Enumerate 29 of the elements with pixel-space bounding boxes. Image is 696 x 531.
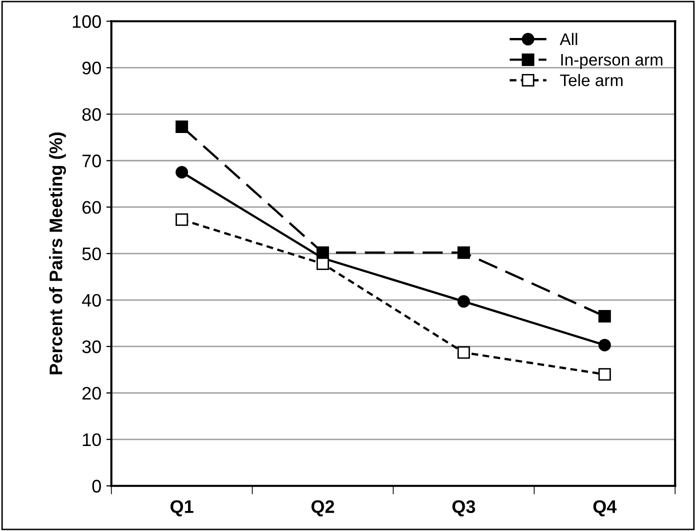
point bbox=[598, 338, 611, 352]
y-tick-label: 70 bbox=[82, 154, 101, 168]
legend-label: In-person arm bbox=[561, 54, 662, 69]
legend-label: All bbox=[560, 32, 578, 45]
y-tick-label: 40 bbox=[82, 294, 101, 307]
y-tick-label: 80 bbox=[82, 108, 101, 121]
point bbox=[457, 346, 470, 359]
y-tick-label: 50 bbox=[82, 247, 101, 260]
x-tick-label: Q1 bbox=[170, 500, 194, 516]
y-tick-label: 20 bbox=[82, 386, 101, 400]
y-tick-label: 100 bbox=[72, 15, 101, 28]
x-tick-label: Q2 bbox=[311, 500, 334, 516]
point bbox=[176, 213, 188, 226]
legend-label: Tele arm bbox=[560, 74, 623, 86]
y-tick-label: 90 bbox=[82, 62, 101, 74]
y-tick-label: 30 bbox=[82, 340, 101, 354]
point bbox=[598, 310, 611, 323]
y-tick-label: 0 bbox=[92, 480, 101, 493]
point bbox=[316, 258, 330, 270]
point bbox=[598, 368, 611, 381]
x-tick-label: Q4 bbox=[593, 500, 617, 516]
x-tick-label: Q3 bbox=[452, 500, 476, 516]
point bbox=[457, 295, 470, 308]
point bbox=[176, 120, 188, 133]
y-tick-label: 10 bbox=[82, 433, 101, 446]
point bbox=[457, 246, 470, 259]
point bbox=[176, 166, 188, 178]
y-tick-label: 60 bbox=[82, 201, 101, 214]
y-axis-title: Percent of Pairs Meeting (%) bbox=[49, 132, 66, 374]
